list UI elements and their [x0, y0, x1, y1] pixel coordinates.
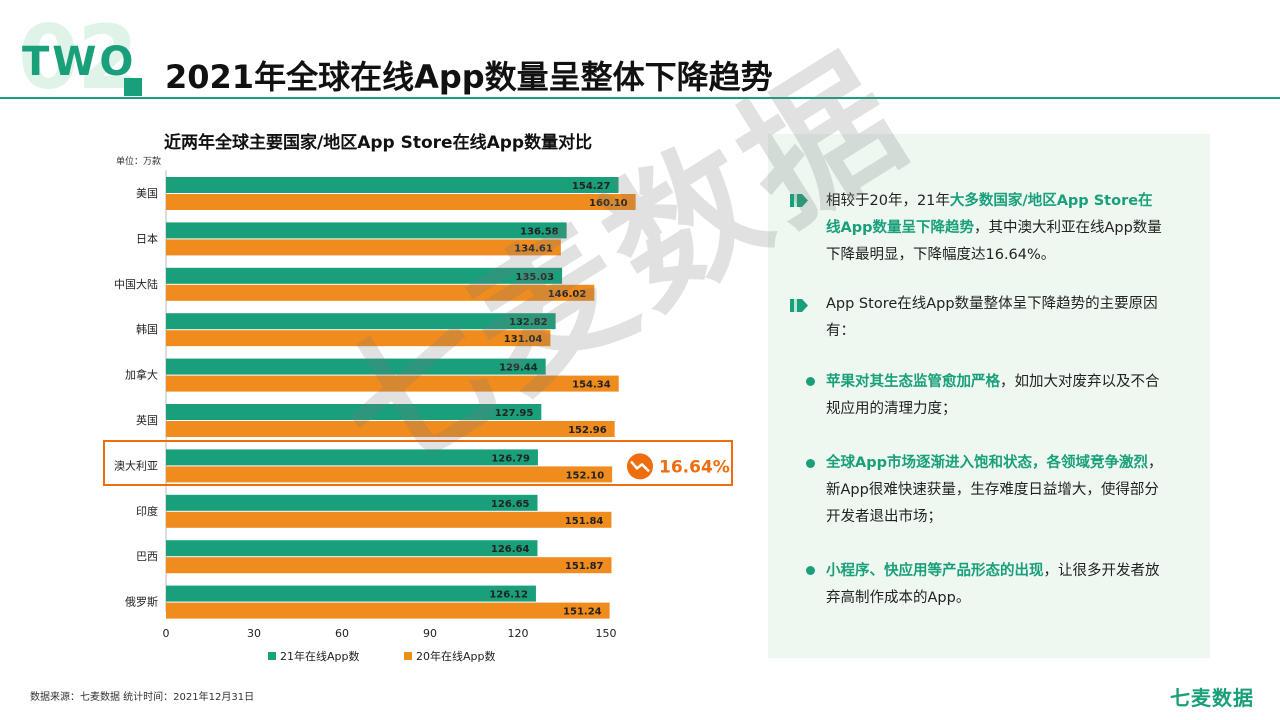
bar-2020 — [166, 557, 612, 574]
data-label: 136.58 — [520, 226, 559, 237]
bar-2020 — [166, 284, 595, 301]
data-label: 126.64 — [491, 544, 530, 555]
header-divider — [0, 97, 1280, 99]
bar-2020 — [166, 330, 551, 347]
section-bg-number: 02 — [18, 6, 138, 109]
reason-3: 小程序、快应用等产品形态的出现，让很多开发者放弃高制作成本的App。 — [826, 558, 1166, 612]
data-label: 127.95 — [495, 408, 534, 419]
bar-2021 — [166, 222, 567, 239]
highlight-box — [103, 440, 733, 486]
decline-icon-line — [630, 460, 650, 473]
bar-2020 — [166, 194, 636, 210]
bar-2021 — [166, 494, 538, 511]
legend-label: 21年在线App数 — [280, 649, 360, 663]
reason-1: 苹果对其生态监管愈加严格，如加大对废弃以及不合规应用的清理力度； — [826, 369, 1166, 423]
data-label: 151.84 — [565, 516, 604, 527]
bar-2020 — [166, 239, 561, 256]
data-label: 160.10 — [589, 198, 628, 209]
bar-2021 — [166, 449, 538, 466]
page-title: 2021年全球在线App数量呈整体下降趋势 — [165, 58, 773, 96]
data-label: 126.65 — [491, 499, 530, 510]
x-tick-label: 60 — [335, 627, 349, 640]
reason-3-highlight: 小程序、快应用等产品形态的出现 — [826, 563, 1044, 579]
chart-unit: 单位：万款 — [116, 157, 162, 167]
reason-2-text: ，新App很难快速获量，生存难度日益增大，使得部分开发者退出市场； — [826, 455, 1163, 525]
bar-2021 — [166, 585, 536, 602]
category-label: 印度 — [136, 504, 158, 518]
data-label: 135.03 — [515, 272, 554, 283]
section-label: TWO — [22, 39, 137, 85]
bullet-dot-icon — [806, 566, 815, 575]
x-tick-label: 90 — [423, 627, 437, 640]
bar-2021 — [166, 267, 563, 284]
data-label: 154.34 — [572, 380, 611, 391]
data-label: 154.27 — [572, 181, 611, 192]
bar-2021 — [166, 404, 542, 420]
category-label: 美国 — [136, 187, 158, 200]
x-tick-label: 30 — [247, 627, 261, 640]
category-label: 加拿大 — [125, 368, 158, 382]
data-label: 152.10 — [566, 470, 605, 481]
data-label: 126.12 — [489, 590, 528, 601]
bar-2020 — [166, 421, 615, 437]
p1-prefix: 相较于20年，21年 — [826, 193, 950, 209]
x-tick-label: 0 — [163, 627, 170, 640]
brand-logo: 七麦数据 — [1170, 686, 1254, 710]
reason-3-text: ，让很多开发者放弃高制作成本的App。 — [826, 563, 1160, 606]
data-source: 数据来源：七麦数据 统计时间：2021年12月31日 — [30, 692, 255, 703]
bullet-arrow-icon — [790, 299, 808, 312]
bullet-dot-icon — [806, 377, 815, 386]
legend-swatch — [404, 652, 412, 660]
bar-2021 — [166, 313, 556, 330]
section-label-block — [124, 78, 142, 96]
data-label: 131.04 — [504, 334, 543, 345]
category-label: 韩国 — [136, 322, 158, 336]
data-label: 132.82 — [509, 317, 548, 328]
category-label: 澳大利亚 — [114, 458, 158, 472]
data-label: 152.96 — [568, 425, 607, 436]
x-tick-label: 150 — [596, 627, 617, 640]
data-label: 134.61 — [514, 243, 553, 254]
reason-2: 全球App市场逐渐进入饱和状态，各领域竞争激烈，新App很难快速获量，生存难度日… — [826, 450, 1166, 531]
p1-suffix: ，其中澳大利亚在线App数量下降最明显，下降幅度达16.64%。 — [826, 220, 1162, 263]
bar-2021 — [166, 358, 546, 375]
bar-2020 — [166, 511, 612, 528]
data-label: 129.44 — [499, 363, 538, 374]
category-label: 日本 — [136, 231, 158, 245]
summary-paragraph-2: App Store在线App数量整体呈下降趋势的主要原因有： — [826, 296, 1158, 339]
bar-2020 — [166, 375, 619, 392]
summary-paragraph-1: 相较于20年，21年大多数国家/地区App Store在线App数量呈下降趋势，… — [826, 188, 1166, 269]
bar-2020 — [166, 602, 610, 619]
reason-2-highlight: 全球App市场逐渐进入饱和状态，各领域竞争激烈 — [826, 455, 1148, 471]
data-label: 151.24 — [563, 607, 602, 618]
reason-1-highlight: 苹果对其生态监管愈加严格 — [826, 374, 1000, 390]
category-label: 英国 — [136, 413, 158, 427]
category-label: 俄罗斯 — [125, 596, 158, 609]
bullet-arrow-icon — [790, 194, 808, 207]
legend-swatch — [268, 652, 276, 660]
bullet-dot-icon — [806, 459, 815, 468]
bar-2020 — [166, 466, 613, 483]
data-label: 146.02 — [548, 289, 587, 300]
bar-2021 — [166, 177, 619, 193]
category-label: 巴西 — [136, 550, 158, 563]
bar-2021 — [166, 540, 538, 557]
x-tick-label: 120 — [508, 627, 529, 640]
chart-title: 近两年全球主要国家/地区App Store在线App数量对比 — [164, 133, 593, 153]
reason-1-text: ，如加大对废弃以及不合规应用的清理力度； — [826, 374, 1160, 417]
legend-label: 20年在线App数 — [416, 649, 496, 663]
decline-percent: 16.64% — [659, 457, 730, 477]
p1-highlight: 大多数国家/地区App Store在线App数量呈下降趋势 — [826, 193, 1153, 236]
category-label: 中国大陆 — [114, 277, 158, 291]
data-label: 126.79 — [491, 453, 530, 464]
summary-panel: 相较于20年，21年大多数国家/地区App Store在线App数量呈下降趋势，… — [768, 134, 1210, 658]
data-label: 151.87 — [565, 561, 604, 572]
bar-chart: 美国 154.27 160.10 日本 136.58 134.61 中国大陆 135.03 14… — [114, 170, 730, 663]
